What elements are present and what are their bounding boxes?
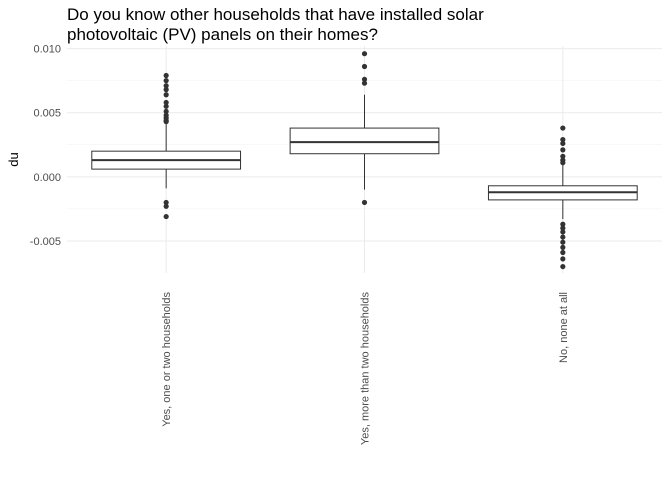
x-tick-label: Yes, more than two households — [360, 292, 372, 446]
outlier-point — [163, 72, 169, 79]
outlier-point — [163, 199, 169, 206]
outlier-point — [560, 221, 566, 227]
outlier-point — [163, 103, 169, 109]
outlier-point — [560, 234, 566, 240]
outlier-point — [560, 249, 566, 256]
outlier-point — [361, 76, 368, 82]
outlier-point — [163, 119, 169, 125]
outlier-point — [163, 213, 169, 220]
outlier-point — [361, 80, 368, 86]
outlier-point — [163, 92, 169, 98]
x-tick-label: Yes, one or two households — [161, 292, 173, 427]
box-group — [289, 51, 440, 206]
outlier-point — [163, 78, 169, 84]
outlier-point — [361, 199, 368, 206]
y-tick-label: 0.000 — [33, 172, 61, 184]
outlier-point — [163, 108, 169, 115]
outlier-point — [560, 137, 566, 143]
outlier-point — [361, 51, 368, 57]
y-tick-label: 0.010 — [33, 44, 61, 56]
outlier-point — [560, 125, 566, 131]
x-tick-label: No, none at all — [558, 292, 570, 363]
box-series — [91, 51, 638, 270]
y-tick-label: 0.005 — [33, 108, 61, 120]
outlier-point — [361, 63, 368, 70]
outlier-point — [163, 83, 169, 89]
outlier-point — [560, 153, 566, 159]
outlier-point — [560, 160, 566, 166]
outlier-point — [560, 147, 566, 153]
outlier-point — [163, 99, 169, 106]
outlier-point — [560, 140, 566, 147]
x-axis-tick-labels: Yes, one or two households Yes, more than… — [161, 292, 570, 446]
y-tick-label: -0.005 — [30, 236, 61, 248]
outlier-point — [163, 203, 169, 209]
box-group — [487, 125, 638, 270]
outlier-point — [560, 244, 566, 250]
outlier-point — [560, 263, 566, 270]
outlier-point — [560, 225, 566, 231]
outlier-point — [560, 229, 566, 235]
outlier-point — [163, 87, 169, 93]
chart-title: Do you know other households that have i… — [67, 5, 484, 44]
box-group — [91, 72, 242, 220]
y-axis-title: du — [6, 152, 21, 166]
outlier-point — [560, 239, 566, 245]
y-axis-tick-labels: -0.005 0.000 0.005 0.010 — [30, 44, 61, 248]
iqr-box — [289, 127, 440, 155]
outlier-point — [560, 256, 566, 262]
